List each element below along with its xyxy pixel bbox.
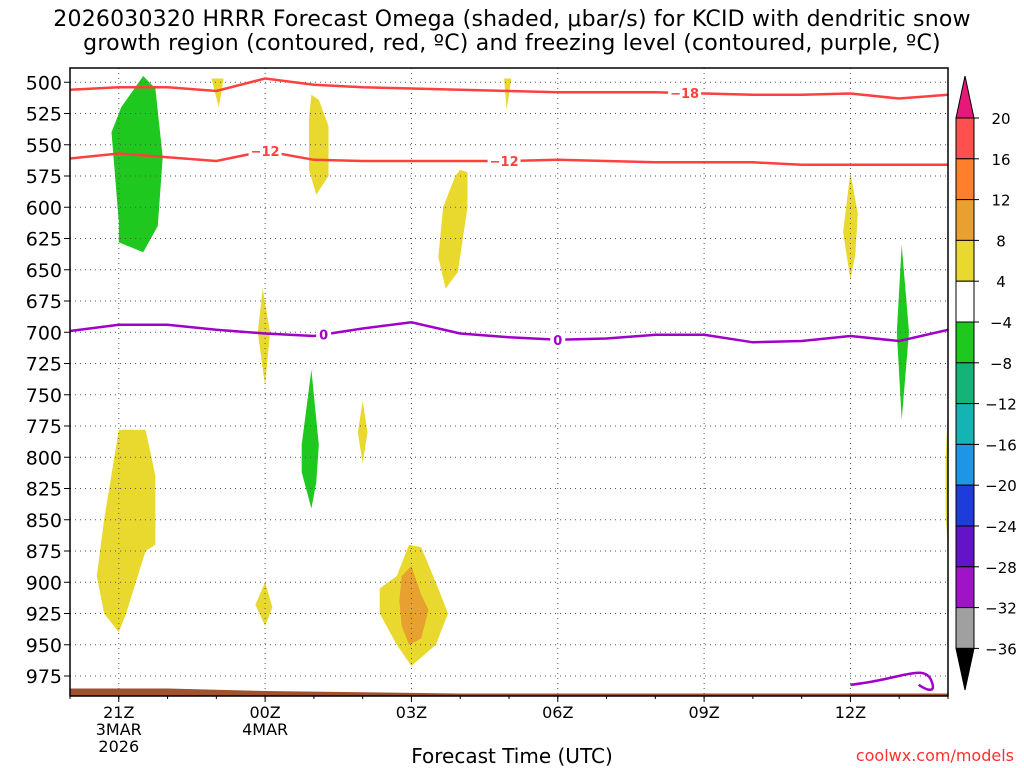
colorbar-segment-3 bbox=[955, 239, 975, 282]
x-axis-label: Forecast Time (UTC) bbox=[411, 744, 613, 768]
snow-growth-bottom-label-bg-1 bbox=[487, 153, 521, 169]
snow-growth-bottom-label-0: −12 bbox=[251, 145, 280, 160]
omega-shading bbox=[96, 76, 948, 666]
colorbar-label-9: −20 bbox=[985, 477, 1017, 495]
y-tick-label-500: 500 bbox=[26, 72, 62, 94]
omega-region-6 bbox=[896, 244, 909, 420]
snow-growth-bottom-label-bg-0 bbox=[248, 143, 282, 159]
freezing-level-label-bg-1 bbox=[550, 331, 566, 348]
source-credit[interactable]: coolwx.com/models bbox=[855, 746, 1014, 765]
colorbar-segment-12 bbox=[955, 607, 975, 649]
omega-region-11 bbox=[255, 582, 273, 626]
colorbar-segment-8 bbox=[955, 443, 975, 486]
snow-growth-top-label-0: −18 bbox=[670, 87, 699, 102]
omega-region-5 bbox=[843, 172, 858, 280]
omega-region-4 bbox=[438, 169, 468, 289]
y-tick-label-800: 800 bbox=[26, 447, 62, 469]
colorbar-label-6: −8 bbox=[990, 355, 1012, 373]
y-tick-label-525: 525 bbox=[26, 104, 62, 126]
x-tick-label-1-0: 00Z bbox=[249, 703, 280, 722]
colorbar-label-7: −12 bbox=[985, 396, 1017, 414]
terrain bbox=[70, 688, 948, 696]
y-tick-label-550: 550 bbox=[26, 135, 62, 157]
freezing-level-surface-loop bbox=[850, 671, 935, 691]
colorbar-top-arrow bbox=[955, 75, 975, 119]
snow-growth-top-contour bbox=[70, 77, 948, 100]
colorbar-segment-10 bbox=[955, 525, 975, 568]
colorbar-label-0: 20 bbox=[991, 110, 1010, 128]
y-tick-label-925: 925 bbox=[26, 604, 62, 626]
colorbar-label-1: 16 bbox=[991, 151, 1010, 169]
colorbar-label-8: −16 bbox=[985, 436, 1017, 454]
freezing-level-label-1: 0 bbox=[553, 334, 562, 349]
x-tick-label-0-1: 3MAR bbox=[96, 720, 142, 739]
omega-region-2 bbox=[309, 94, 329, 195]
x-tick-label-3-0: 06Z bbox=[542, 703, 573, 722]
y-tick-label-850: 850 bbox=[26, 510, 62, 532]
x-tick-label-1-1: 4MAR bbox=[242, 720, 288, 739]
colorbar-label-11: −28 bbox=[985, 559, 1017, 577]
y-tick-label-725: 725 bbox=[26, 354, 62, 376]
colorbar-label-10: −24 bbox=[985, 518, 1017, 536]
colorbar-segment-11 bbox=[955, 566, 975, 609]
colorbar-segment-5 bbox=[955, 321, 975, 364]
chart-title-line-2: growth region (contoured, red, ºC) and f… bbox=[83, 31, 941, 56]
omega-region-13 bbox=[399, 566, 429, 645]
colorbar-segment-9 bbox=[955, 484, 975, 527]
omega-region-0 bbox=[111, 76, 163, 253]
colorbar-segment-1 bbox=[955, 158, 975, 201]
plot-area bbox=[70, 68, 948, 696]
colorbar-label-4: 4 bbox=[996, 273, 1006, 291]
y-tick-label-600: 600 bbox=[26, 197, 62, 219]
freezing-level-label-bg-0 bbox=[316, 326, 332, 343]
omega-region-8 bbox=[301, 369, 319, 509]
colorbar-segment-2 bbox=[955, 199, 975, 241]
x-tick-label-0-0: 21Z bbox=[103, 703, 134, 722]
omega-region-9 bbox=[357, 401, 368, 464]
snow-growth-top-label-bg-0 bbox=[668, 85, 702, 101]
y-tick-label-650: 650 bbox=[26, 260, 62, 282]
y-tick-label-675: 675 bbox=[26, 291, 62, 313]
colorbar-bottom-arrow bbox=[955, 647, 975, 691]
plot-border bbox=[69, 67, 949, 697]
x-tick-label-2-0: 03Z bbox=[396, 703, 427, 722]
colorbar-label-5: −4 bbox=[990, 314, 1012, 332]
y-tick-label-775: 775 bbox=[26, 416, 62, 438]
omega-region-7 bbox=[257, 288, 270, 386]
omega-region-3 bbox=[504, 78, 512, 110]
colorbar-label-12: −32 bbox=[985, 600, 1017, 618]
colorbar-label-13: −36 bbox=[985, 640, 1017, 658]
chart-title: 2026030320 HRRR Forecast Omega (shaded, … bbox=[0, 8, 1024, 56]
y-tick-label-950: 950 bbox=[26, 635, 62, 657]
colorbar-label-3: 8 bbox=[996, 232, 1006, 250]
colorbar-label-2: 12 bbox=[991, 192, 1010, 210]
colorbar-segment-7 bbox=[955, 403, 975, 445]
x-tick-label-0-2: 2026 bbox=[98, 737, 139, 756]
y-tick-label-900: 900 bbox=[26, 572, 62, 594]
y-tick-label-875: 875 bbox=[26, 541, 62, 563]
y-tick-label-750: 750 bbox=[26, 385, 62, 407]
colorbar-segment-4 bbox=[955, 280, 975, 323]
x-tick-label-4-0: 09Z bbox=[688, 703, 719, 722]
y-tick-label-975: 975 bbox=[26, 666, 62, 688]
omega-region-10 bbox=[96, 429, 156, 633]
y-tick-label-575: 575 bbox=[26, 166, 62, 188]
omega-region-1 bbox=[211, 78, 224, 108]
x-tick-label-5-0: 12Z bbox=[835, 703, 866, 722]
colorbar-segment-6 bbox=[955, 362, 975, 405]
snow-growth-bottom-label-1: −12 bbox=[490, 155, 519, 170]
y-tick-label-825: 825 bbox=[26, 479, 62, 501]
freezing-level-contour bbox=[70, 321, 948, 344]
colorbar-segment-0 bbox=[955, 117, 975, 160]
y-tick-label-625: 625 bbox=[26, 229, 62, 251]
freezing-level-label-0: 0 bbox=[319, 329, 328, 344]
chart-title-line-1: 2026030320 HRRR Forecast Omega (shaded, … bbox=[53, 7, 971, 32]
y-tick-label-700: 700 bbox=[26, 322, 62, 344]
